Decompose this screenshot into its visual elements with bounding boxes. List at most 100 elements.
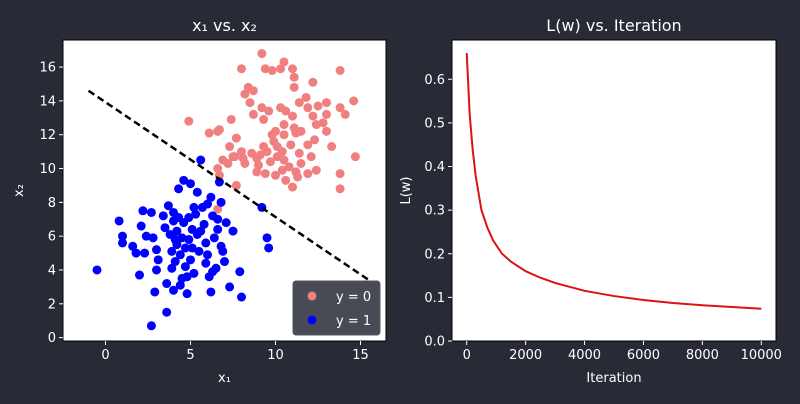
x-tick-label: 15: [352, 348, 369, 363]
scatter-point-class-0: [289, 82, 299, 92]
scatter-point-class-0: [237, 64, 246, 74]
scatter-point-class-1: [209, 233, 219, 243]
scatter-point-class-0: [245, 98, 255, 108]
scatter-point-class-0: [213, 204, 223, 214]
scatter-point-class-0: [248, 86, 258, 96]
scatter-point-class-0: [310, 135, 320, 145]
scatter-point-class-1: [167, 246, 177, 256]
scatter-point-class-0: [254, 160, 263, 170]
scatter-point-class-0: [322, 98, 331, 108]
plot-area: [451, 39, 777, 342]
scatter-point-class-0: [322, 126, 331, 136]
scatter-point-class-0: [260, 64, 270, 74]
scatter-point-class-0: [204, 128, 214, 138]
scatter-point-class-0: [289, 72, 299, 82]
scatter-point-class-1: [189, 202, 199, 212]
x-tick-label: 10: [267, 348, 284, 363]
scatter-point-class-1: [136, 221, 146, 231]
scatter-point-class-0: [335, 103, 345, 113]
scatter-point-class-0: [279, 57, 289, 67]
scatter-point-class-1: [206, 287, 216, 297]
scatter-point-class-1: [213, 224, 223, 234]
y-tick-label: 0.6: [424, 73, 445, 88]
scatter-point-class-0: [267, 65, 277, 75]
x-tick-label: 10000: [741, 348, 782, 363]
scatter-point-class-1: [213, 214, 223, 224]
scatter-point-class-0: [228, 152, 238, 162]
scatter-point-class-0: [214, 125, 224, 135]
scatter-point-class-1: [118, 231, 127, 241]
scatter-point-class-1: [169, 285, 178, 295]
scatter-point-class-0: [262, 147, 272, 157]
scatter-point-class-1: [175, 250, 185, 260]
scatter-point-class-0: [279, 120, 289, 130]
scatter-point-class-0: [276, 64, 286, 74]
scatter-point-class-0: [223, 158, 233, 168]
scatter-point-class-0: [279, 130, 289, 140]
scatter-point-class-1: [170, 235, 180, 245]
scatter-point-class-0: [318, 118, 328, 128]
scatter-point-class-1: [169, 207, 178, 217]
x-tick-label: 4000: [568, 348, 601, 363]
x-tick-label: 0: [101, 348, 109, 363]
y-tick-label: 2: [48, 297, 56, 312]
scatter-point-class-1: [152, 245, 161, 255]
scatter-point-class-1: [201, 258, 211, 268]
scatter-point-class-1: [135, 270, 144, 280]
scatter-point-class-1: [177, 233, 187, 243]
scatter-point-class-1: [146, 207, 156, 217]
scatter-point-class-0: [271, 170, 280, 180]
chart-panel-1: L(w) vs. Iteration 0 2000 4000 6000 8000 10000…: [399, 16, 782, 386]
scatter-point-class-0: [335, 184, 345, 194]
scatter-point-class-0: [350, 152, 360, 162]
scatter-point-class-0: [288, 182, 297, 192]
scatter-point-class-0: [294, 98, 304, 108]
x-tick-label: 8000: [686, 348, 719, 363]
scatter-point-class-0: [237, 147, 246, 157]
scatter-point-class-1: [206, 192, 216, 202]
scatter-point-class-1: [153, 255, 163, 265]
scatter-point-class-0: [308, 77, 318, 87]
scatter-point-class-0: [335, 65, 345, 75]
scatter-point-class-1: [228, 226, 238, 236]
scatter-point-class-1: [186, 255, 195, 265]
legend: y = 0 y = 1: [292, 280, 381, 336]
y-tick-label: 8: [48, 196, 56, 211]
scatter-point-class-1: [158, 211, 168, 221]
scatter-point-class-0: [311, 165, 321, 175]
legend-label-0: y = 0: [336, 290, 371, 305]
scatter-point-class-1: [163, 201, 173, 211]
scatter-point-class-1: [162, 307, 172, 317]
y-axis-label: x₂: [12, 184, 27, 197]
scatter-point-class-0: [303, 140, 313, 150]
chart-title: L(w) vs. Iteration: [546, 16, 681, 35]
scatter-point-class-1: [194, 246, 204, 256]
scatter-point-class-1: [175, 280, 185, 290]
scatter-point-class-1: [220, 257, 229, 267]
scatter-point-class-0: [265, 157, 275, 167]
scatter-point-class-0: [277, 165, 287, 175]
x-axis-label: x₁: [218, 371, 231, 386]
scatter-point-class-1: [262, 233, 272, 243]
scatter-point-class-0: [301, 92, 311, 102]
data-layer: [465, 53, 762, 310]
legend-label-1: y = 1: [336, 314, 371, 329]
scatter-point-class-0: [231, 180, 241, 190]
scatter-point-class-1: [216, 197, 226, 207]
scatter-point-class-1: [141, 231, 151, 241]
scatter-point-class-0: [313, 101, 323, 111]
scatter-point-class-1: [138, 206, 148, 216]
y-tick-label: 16: [39, 61, 56, 76]
scatter-point-class-1: [167, 263, 177, 273]
scatter-point-class-0: [252, 167, 262, 177]
scatter-point-class-1: [152, 265, 161, 275]
x-tick-label: 2000: [509, 348, 542, 363]
data-layer: [87, 49, 370, 331]
y-tick-label: 6: [48, 230, 56, 245]
scatter-point-class-0: [288, 111, 297, 121]
scatter-point-class-0: [231, 133, 241, 143]
scatter-point-class-1: [221, 218, 231, 228]
scatter-point-class-0: [225, 142, 235, 152]
scatter-point-class-1: [177, 273, 187, 283]
